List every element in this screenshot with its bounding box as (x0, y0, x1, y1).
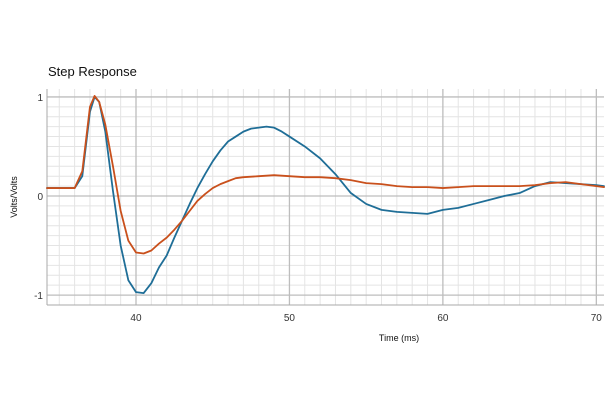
y-tick-label: -1 (34, 291, 43, 302)
tick-labels: 40 50 60 70 -1 0 1 (34, 93, 602, 324)
x-tick-label: 70 (591, 313, 603, 324)
x-axis-label: Time (ms) (379, 333, 419, 343)
plot-area (47, 89, 604, 305)
chart-title: Step Response (48, 64, 137, 79)
y-tick-label: 0 (37, 192, 43, 203)
series-line-2 (46, 95, 605, 255)
grid (47, 89, 604, 306)
x-tick-label: 50 (284, 313, 296, 324)
axes (46, 89, 604, 306)
series-lines (46, 95, 605, 295)
x-tick-label: 60 (437, 313, 449, 324)
y-tick-label: 1 (37, 93, 43, 104)
series-line-1 (46, 96, 605, 295)
y-axis-label: Volts/Volts (9, 176, 19, 218)
x-tick-label: 40 (130, 313, 142, 324)
